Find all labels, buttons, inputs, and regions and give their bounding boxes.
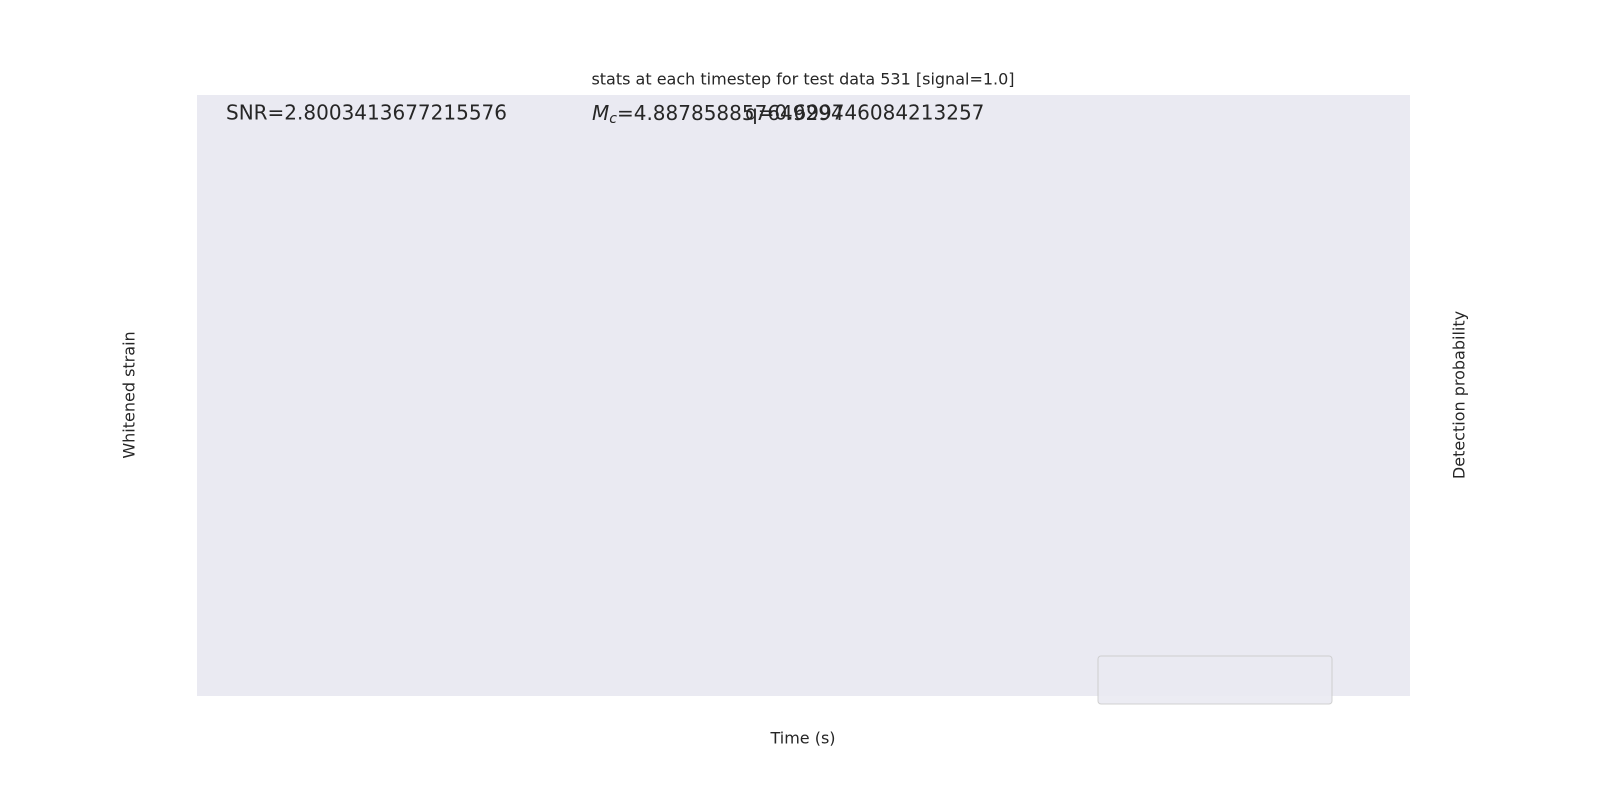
annotation: Mc=4.887858857649294 (592, 101, 844, 128)
plot-area (197, 95, 1410, 696)
annotation-sub: c (609, 111, 617, 127)
annotation: SNR=2.8003413677215576 (226, 101, 507, 125)
y2-axis-label: Detection probability (1450, 311, 1469, 479)
legend (1097, 655, 1333, 705)
legend-box (1097, 655, 1333, 705)
annotation-value: =4.887858857649294 (617, 101, 844, 125)
chart-title: stats at each timestep for test data 531… (591, 70, 1014, 89)
annotation: q=0.699746084213257 (745, 101, 984, 125)
annotation-symbol: M (592, 101, 609, 125)
x-axis-label: Time (s) (769, 729, 835, 748)
y-axis-label: Whitened strain (120, 331, 139, 458)
